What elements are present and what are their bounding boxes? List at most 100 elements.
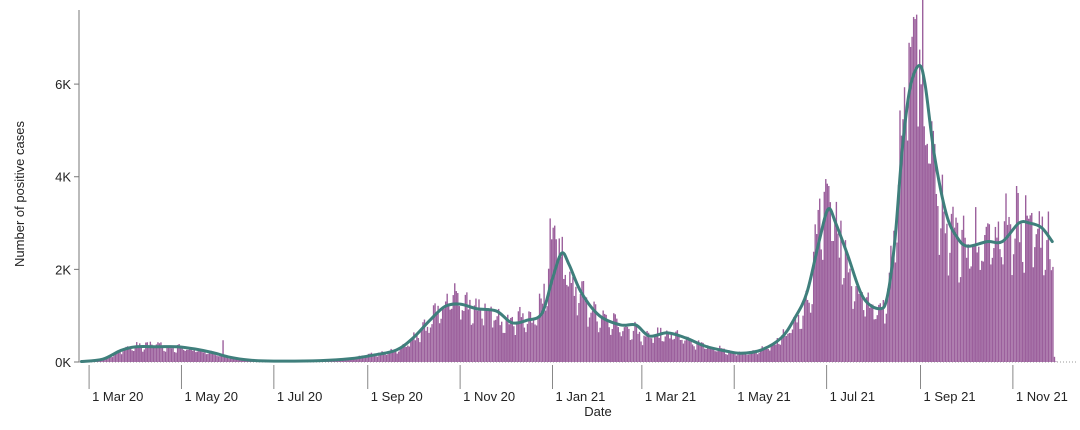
daily-cases-bar (914, 19, 916, 362)
daily-cases-bar (943, 211, 945, 362)
daily-cases-bar (653, 336, 656, 362)
daily-cases-bar (1028, 218, 1030, 362)
daily-cases-bar (1044, 269, 1047, 362)
daily-cases-bar (731, 350, 733, 362)
daily-cases-bar (673, 338, 676, 362)
daily-cases-bar (976, 252, 978, 362)
daily-cases-bar (950, 213, 953, 362)
daily-cases-bar (928, 163, 930, 362)
daily-cases-bar (890, 245, 892, 362)
daily-cases-bar (622, 331, 624, 362)
y-tick-label: 6K (55, 77, 71, 92)
daily-cases-bar (364, 357, 367, 362)
daily-cases-bar (770, 346, 772, 362)
daily-cases-bar (1055, 361, 1057, 362)
daily-cases-bar (596, 321, 598, 362)
daily-cases-bar (440, 318, 442, 362)
daily-cases-bar (681, 339, 683, 362)
daily-cases-bar (1052, 266, 1054, 362)
daily-cases-bar (228, 358, 230, 362)
daily-cases-bar (176, 344, 179, 362)
daily-cases-bar (932, 130, 935, 362)
daily-cases-bar (847, 272, 850, 362)
daily-cases-bar (931, 121, 933, 362)
daily-cases-bar (782, 329, 785, 362)
daily-cases-bar (561, 236, 563, 362)
daily-cases-bar (378, 352, 380, 362)
daily-cases-bar (917, 126, 919, 363)
daily-cases-bar (510, 317, 512, 362)
x-tick-label: 1 Jul 21 (830, 389, 876, 404)
daily-cases-bar (1021, 261, 1024, 362)
daily-cases-bar (116, 350, 118, 362)
daily-cases-bar (351, 359, 353, 362)
daily-cases-bar (361, 355, 364, 362)
daily-cases-bar (658, 337, 660, 362)
daily-cases-bar (485, 308, 488, 362)
daily-cases-bar (872, 304, 874, 362)
daily-cases-bar (363, 356, 365, 362)
daily-cases-bar (956, 222, 959, 362)
daily-cases-bar (631, 339, 633, 362)
daily-cases-bar (563, 278, 565, 362)
daily-cases-bar (357, 356, 359, 362)
daily-cases-bar (519, 306, 521, 362)
daily-cases-bar (585, 297, 588, 362)
daily-cases-bar (382, 352, 385, 362)
daily-cases-bar (222, 340, 224, 362)
daily-cases-bar (1009, 224, 1012, 362)
daily-cases-bar (547, 268, 550, 362)
daily-cases-bar (723, 348, 726, 362)
daily-cases-bar (237, 359, 239, 362)
daily-cases-bar (167, 346, 170, 362)
daily-cases-bar (617, 327, 620, 362)
daily-cases-bar (444, 301, 447, 362)
x-tick-label: 1 May 21 (737, 389, 790, 404)
daily-cases-bar (541, 303, 544, 362)
daily-cases-bar (558, 238, 560, 362)
daily-cases-bar (844, 240, 847, 362)
x-axis: 1 Mar 20 1 May 20 1 Jul 20 1 Sep 20 1 Nov 20… (88, 365, 1068, 404)
daily-cases-bar (431, 324, 433, 362)
daily-cases-bar (978, 246, 980, 362)
daily-cases-bar (164, 351, 167, 362)
daily-cases-bar (588, 317, 591, 362)
daily-cases-bar (235, 358, 238, 362)
daily-cases-bar (122, 351, 124, 362)
daily-cases-bar (920, 84, 922, 362)
daily-cases-bar (613, 313, 615, 362)
daily-cases-bar (373, 354, 376, 362)
daily-cases-bar (502, 332, 504, 362)
daily-cases-bar (543, 283, 545, 362)
daily-cases-bar (463, 310, 465, 362)
daily-cases-bar (110, 356, 112, 362)
daily-cases-bar (603, 313, 606, 362)
daily-cases-bar (199, 348, 202, 362)
daily-cases-bar (947, 275, 950, 362)
daily-cases-bar (734, 353, 736, 362)
daily-cases-bar (207, 353, 209, 362)
daily-cases-bar (849, 268, 851, 362)
daily-cases-bar (432, 305, 435, 362)
daily-cases-bar (189, 348, 191, 362)
daily-cases-bar (816, 234, 818, 362)
daily-cases-bar (388, 353, 391, 362)
daily-cases-bar (661, 341, 663, 362)
daily-cases-bar (737, 354, 739, 362)
daily-cases-bar (193, 349, 195, 362)
daily-cases-bar (632, 330, 635, 362)
daily-cases-bar (935, 193, 938, 362)
daily-cases-bar (179, 346, 182, 362)
daily-cases-bar (1043, 275, 1045, 362)
daily-cases-bar (145, 342, 147, 362)
daily-cases-bar (711, 347, 713, 362)
daily-cases-bar (620, 336, 623, 362)
daily-cases-bar (452, 295, 454, 362)
daily-cases-bar (973, 245, 975, 362)
daily-cases-bar (501, 321, 503, 362)
daily-cases-bar (1026, 215, 1028, 362)
daily-cases-bar (608, 327, 610, 362)
daily-cases-bar (870, 304, 872, 362)
daily-cases-bar (888, 272, 891, 362)
